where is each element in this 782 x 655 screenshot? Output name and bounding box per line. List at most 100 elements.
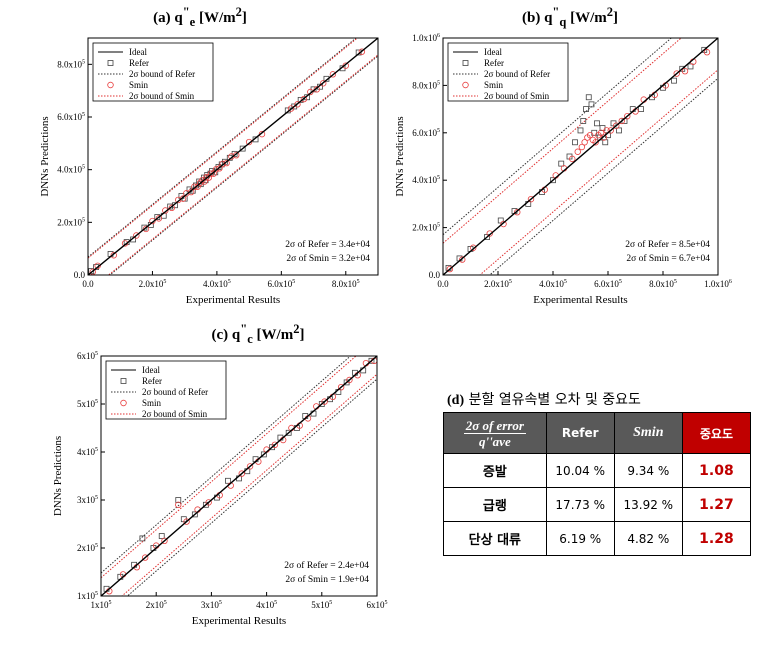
- smin-point: [183, 190, 190, 197]
- smin-point: [161, 537, 168, 544]
- cell-refer: 6.19 %: [545, 521, 615, 556]
- x-tick-label: 2x105: [146, 600, 167, 610]
- plot-frame: [442, 37, 719, 276]
- refer-bound-upper: [101, 356, 352, 574]
- refer-bound-upper: [88, 38, 357, 258]
- x-tick-label: 4.0x105: [203, 279, 231, 289]
- smin-point: [574, 148, 581, 155]
- legend-swatch: [120, 399, 127, 407]
- importance-table: 2σ of error q''ave Refer Smin 중요도 증발 10.…: [443, 412, 752, 556]
- smin-point: [673, 70, 680, 77]
- smin-point: [162, 207, 169, 214]
- smin-point: [527, 195, 535, 203]
- table-title: (d) 분할 열유속별 오차 및 중요도: [447, 392, 641, 408]
- x-tick-label: 3x105: [201, 600, 222, 610]
- cell-importance: 1.08: [681, 453, 752, 488]
- y-tick-label: 4x105: [77, 447, 98, 457]
- smin-point: [133, 232, 140, 239]
- x-tick-label: 6.0x105: [267, 279, 295, 289]
- x-axis-label: Experimental Results: [186, 294, 280, 306]
- refer-point: [225, 477, 231, 484]
- refer-point: [291, 103, 298, 110]
- refer-point: [572, 139, 578, 146]
- legend-swatch: [120, 378, 127, 384]
- y-tick-label: 4.0x105: [412, 175, 440, 185]
- refer-point: [687, 63, 694, 70]
- annotation: 2σ of Refer = 3.4e+04: [285, 239, 370, 250]
- x-tick-label: 1.0x106: [704, 279, 732, 289]
- refer-point: [550, 177, 556, 184]
- cell-importance: 1.27: [681, 487, 752, 522]
- cell-refer: 17.73 %: [545, 487, 615, 522]
- header-smin: Smin: [613, 412, 683, 454]
- x-tick-label: 8.0x105: [332, 279, 360, 289]
- plot-frame: [87, 37, 379, 276]
- y-tick-label: 6.0x105: [412, 128, 440, 138]
- table-row: 증발 10.04 % 9.34 % 1.08: [443, 453, 752, 488]
- annotation: 2σ of Smin = 3.2e+04: [286, 253, 370, 264]
- smin-point: [175, 501, 182, 508]
- smin-bound-lower: [121, 373, 377, 596]
- smin-point: [681, 67, 689, 75]
- y-tick-label: 0.0: [429, 270, 441, 280]
- smin-point: [470, 244, 477, 251]
- legend-label: 2σ bound of Refer: [142, 387, 208, 397]
- smin-point: [500, 220, 507, 228]
- cell-refer: 10.04 %: [545, 453, 615, 488]
- chart-c-title: (c) q"c [W/m2]: [211, 322, 305, 346]
- smin-bound-upper: [443, 38, 682, 244]
- legend-box: [92, 42, 214, 102]
- smin-point: [618, 117, 625, 125]
- refer-point: [139, 535, 146, 542]
- legend-swatch: [462, 81, 469, 89]
- refer-point: [158, 533, 165, 539]
- refer-point: [558, 160, 565, 167]
- refer-point: [175, 497, 182, 503]
- x-tick-label: 4.0x105: [539, 279, 567, 289]
- smin-point: [320, 80, 327, 87]
- table-header-row: 2σ of error q''ave Refer Smin 중요도: [443, 412, 752, 454]
- y-tick-label: 3x105: [77, 495, 98, 505]
- smin-point: [183, 518, 190, 525]
- legend-label: Ideal: [484, 47, 502, 57]
- cell-importance: 1.28: [681, 521, 752, 556]
- legend-label: Refer: [484, 58, 504, 68]
- legend-label: Smin: [129, 80, 149, 90]
- row-label: 증발: [443, 453, 547, 488]
- smin-point: [294, 101, 301, 108]
- smin-point: [313, 86, 320, 93]
- y-tick-label: 2.0x105: [57, 217, 85, 227]
- legend-label: 2σ bound of Refer: [484, 69, 550, 79]
- smin-point: [329, 71, 337, 78]
- smin-point: [246, 463, 254, 470]
- annotation: 2σ of Smin = 1.9e+04: [285, 574, 369, 585]
- smin-point: [624, 113, 631, 120]
- refer-point: [191, 511, 198, 518]
- x-tick-label: 2.0x105: [139, 279, 167, 289]
- plot-frame: [100, 355, 378, 597]
- refer-bound-lower: [109, 55, 378, 275]
- header-importance: 중요도: [681, 412, 752, 454]
- x-tick-label: 1x105: [91, 600, 112, 610]
- y-tick-label: 6.0x105: [57, 112, 85, 122]
- smin-point: [179, 195, 187, 202]
- smin-point: [207, 170, 215, 177]
- legend-label: Smin: [484, 80, 504, 90]
- smin-point: [245, 138, 253, 146]
- plot-area: [443, 38, 718, 275]
- header-metric: 2σ of error q''ave: [443, 412, 547, 454]
- x-tick-label: 0.0: [82, 279, 94, 289]
- smin-point: [346, 376, 353, 384]
- smin-point: [321, 398, 328, 405]
- refer-point: [368, 357, 375, 364]
- refer-point: [285, 429, 292, 436]
- refer-point: [585, 94, 592, 101]
- smin-point: [586, 131, 594, 139]
- legend-swatch: [462, 60, 469, 66]
- ideal-line: [101, 356, 377, 596]
- x-tick-label: 6x105: [367, 600, 388, 610]
- smin-point: [223, 159, 230, 167]
- header-refer: Refer: [545, 412, 615, 454]
